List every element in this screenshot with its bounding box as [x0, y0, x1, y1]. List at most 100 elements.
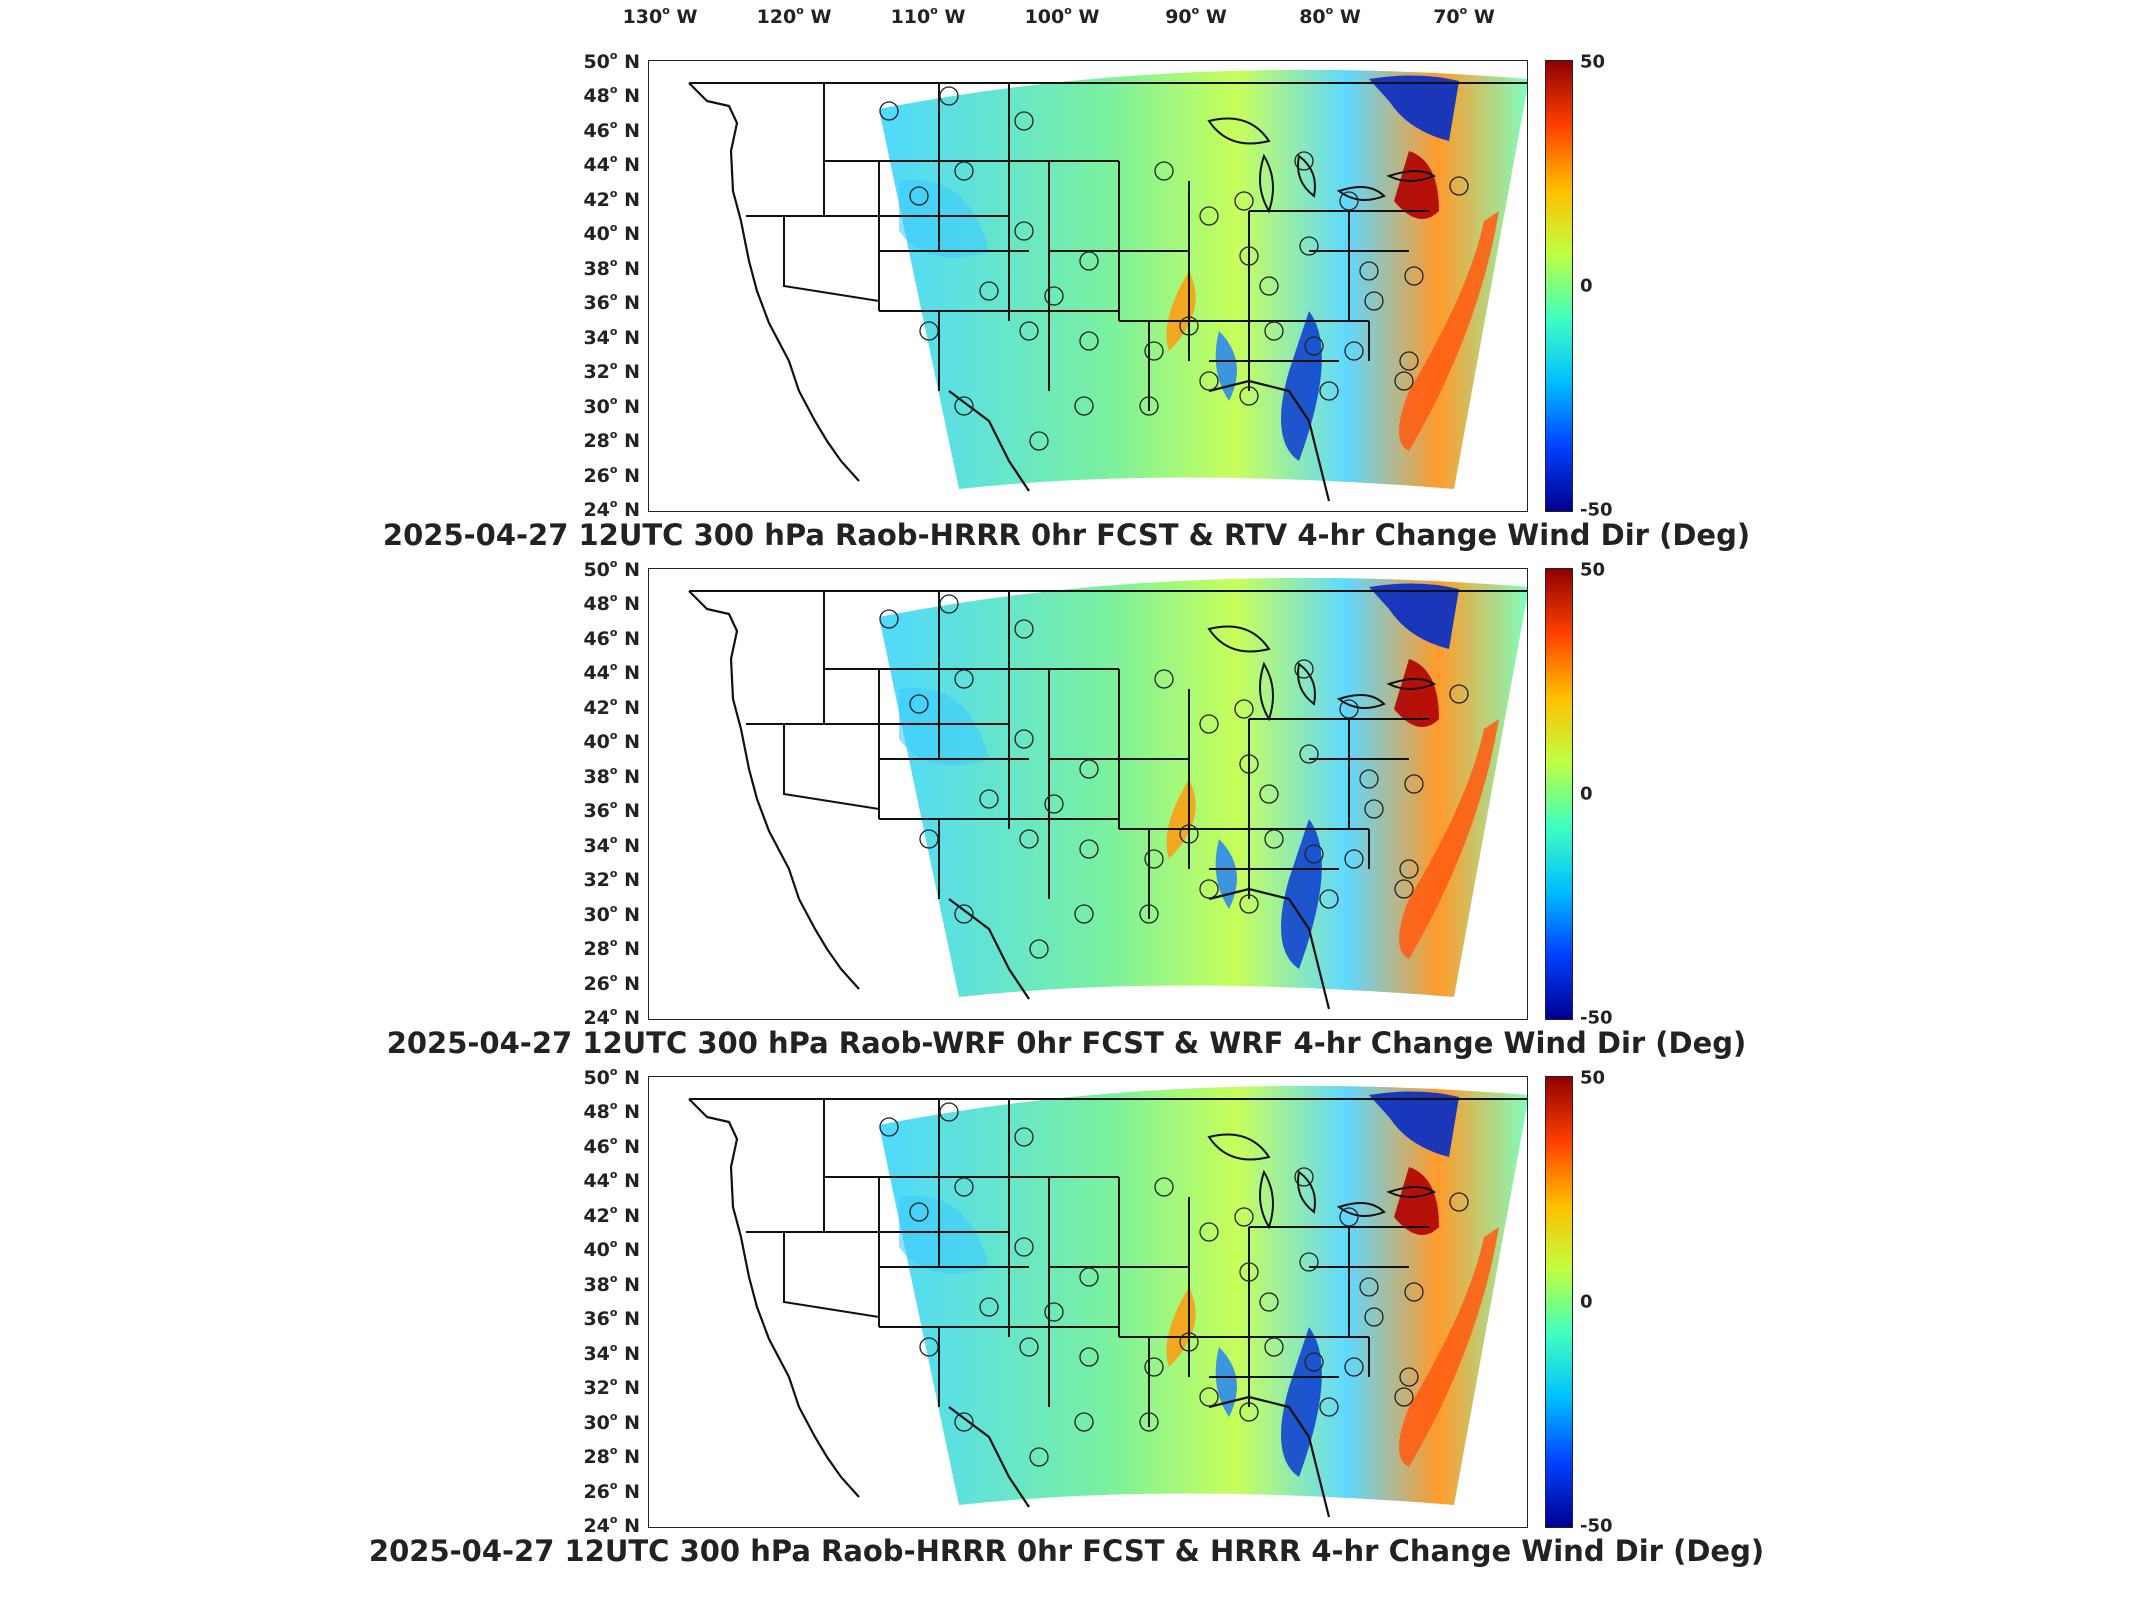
raob-station-marker: [1449, 1192, 1469, 1212]
raob-station-marker: [1199, 1222, 1219, 1242]
colorbar-min-label: -50: [1580, 499, 1613, 521]
raob-station-marker: [1239, 386, 1259, 406]
raob-station-marker: [1294, 1167, 1314, 1187]
map-frame: [648, 1076, 1528, 1528]
raob-station-marker: [1259, 276, 1279, 296]
raob-station-marker: [1319, 381, 1339, 401]
raob-station-marker: [1074, 396, 1094, 416]
raob-station-marker: [1259, 1292, 1279, 1312]
raob-station-marker: [1079, 839, 1099, 859]
raob-station-marker: [1144, 341, 1164, 361]
lat-label: 42o N: [583, 694, 640, 719]
raob-station-marker: [1074, 1412, 1094, 1432]
raob-station-marker: [954, 669, 974, 689]
raob-station-marker: [1014, 729, 1034, 749]
raob-station-marker: [1014, 1237, 1034, 1257]
lon-label: 90o W: [1165, 4, 1227, 28]
raob-station-marker: [1404, 266, 1424, 286]
raob-station-marker: [1014, 111, 1034, 131]
lat-label: 26o N: [583, 970, 640, 995]
colorbar-max-label: 50: [1580, 1067, 1606, 1089]
lat-label: 42o N: [583, 1202, 640, 1227]
colorbar-mid-label: 0: [1580, 275, 1593, 297]
raob-station-marker: [1449, 684, 1469, 704]
colorbar-min-label: -50: [1580, 1515, 1613, 1537]
raob-station-marker: [919, 321, 939, 341]
lat-label: 32o N: [583, 867, 640, 892]
raob-station-marker: [1029, 939, 1049, 959]
raob-station-marker: [879, 1117, 899, 1137]
lat-label: 32o N: [583, 359, 640, 384]
colorbar-max-label: 50: [1580, 559, 1606, 581]
raob-station-marker: [1179, 1332, 1199, 1352]
raob-station-marker: [1139, 396, 1159, 416]
raob-station-marker: [1239, 1262, 1259, 1282]
raob-station-marker: [1264, 829, 1284, 849]
lat-label: 50o N: [583, 49, 640, 73]
raob-station-marker: [909, 1202, 929, 1222]
lat-label: 40o N: [583, 729, 640, 754]
raob-station-marker: [1399, 859, 1419, 879]
raob-station-marker: [1079, 1267, 1099, 1287]
lat-label: 46o N: [583, 1133, 640, 1158]
colorbar: [1545, 60, 1573, 512]
raob-station-marker: [1014, 619, 1034, 639]
raob-station-marker: [1234, 1207, 1254, 1227]
lat-label: 34o N: [583, 1340, 640, 1365]
lon-label: 100o W: [1024, 4, 1100, 28]
lat-label: 24o N: [583, 1005, 640, 1029]
lat-label: 28o N: [583, 428, 640, 453]
lat-label: 30o N: [583, 393, 640, 418]
colorbar: [1545, 1076, 1573, 1528]
lat-label: 50o N: [583, 1065, 640, 1089]
lon-label: 70o W: [1433, 4, 1495, 28]
raob-station-marker: [919, 1337, 939, 1357]
raob-station-marker: [1079, 759, 1099, 779]
raob-station-marker: [1014, 221, 1034, 241]
raob-station-marker: [1014, 1127, 1034, 1147]
raob-station-marker: [1044, 286, 1064, 306]
lat-label: 38o N: [583, 255, 640, 280]
raob-station-marker: [1299, 1252, 1319, 1272]
raob-station-marker: [1364, 291, 1384, 311]
raob-station-marker: [1199, 206, 1219, 226]
raob-station-marker: [1019, 829, 1039, 849]
wind-direction-map: [688, 1085, 1527, 1518]
lat-label: 44o N: [583, 660, 640, 685]
lat-label: 42o N: [583, 186, 640, 211]
raob-station-marker: [1344, 1357, 1364, 1377]
lat-label: 32o N: [583, 1375, 640, 1400]
raob-station-marker: [1394, 371, 1414, 391]
raob-station-marker: [1139, 904, 1159, 924]
raob-station-marker: [1044, 794, 1064, 814]
raob-station-marker: [1404, 774, 1424, 794]
lat-label: 28o N: [583, 936, 640, 961]
raob-station-marker: [979, 281, 999, 301]
raob-station-marker: [1179, 316, 1199, 336]
raob-station-marker: [1199, 1387, 1219, 1407]
raob-station-marker: [1264, 321, 1284, 341]
raob-station-marker: [1074, 904, 1094, 924]
lat-label: 28o N: [583, 1444, 640, 1469]
map-frame: [648, 568, 1528, 1020]
raob-station-marker: [1199, 714, 1219, 734]
raob-station-marker: [1029, 1447, 1049, 1467]
raob-station-marker: [1154, 1177, 1174, 1197]
raob-station-marker: [954, 1177, 974, 1197]
lat-label: 48o N: [583, 1099, 640, 1124]
lon-label: 120o W: [756, 4, 832, 28]
raob-station-marker: [1154, 161, 1174, 181]
raob-station-marker: [1044, 1302, 1064, 1322]
lat-label: 50o N: [583, 557, 640, 581]
raob-station-marker: [939, 86, 959, 106]
lat-label: 38o N: [583, 763, 640, 788]
raob-station-marker: [1304, 844, 1324, 864]
panel-title: 2025-04-27 12UTC 300 hPa Raob-WRF 0hr FC…: [386, 1026, 1747, 1060]
raob-station-marker: [879, 609, 899, 629]
raob-station-marker: [1239, 754, 1259, 774]
lat-label: 36o N: [583, 290, 640, 315]
raob-station-marker: [1339, 699, 1359, 719]
raob-station-marker: [1404, 1282, 1424, 1302]
raob-station-marker: [1304, 1352, 1324, 1372]
raob-station-marker: [1234, 191, 1254, 211]
